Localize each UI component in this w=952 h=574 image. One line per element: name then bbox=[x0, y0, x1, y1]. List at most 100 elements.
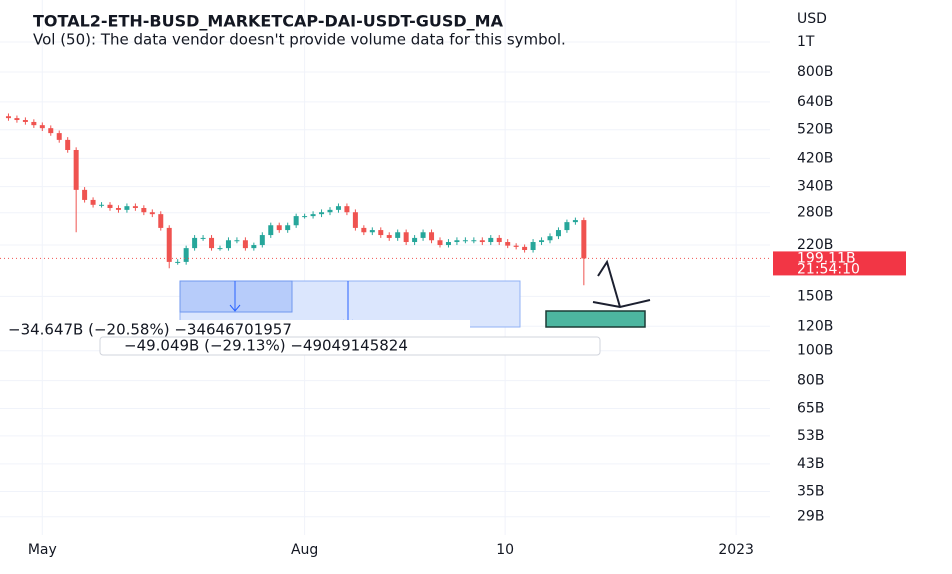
measure-label-bg bbox=[99, 336, 601, 356]
candle-body bbox=[39, 125, 45, 129]
candle-body bbox=[361, 227, 367, 233]
target-box bbox=[545, 310, 646, 328]
candle-body bbox=[276, 225, 282, 231]
candle-body bbox=[166, 227, 172, 262]
candle-body bbox=[259, 235, 265, 246]
candle-body bbox=[293, 216, 299, 226]
measure-label: −34.647B (−20.58%) −34646701957 bbox=[8, 321, 292, 339]
candle-body bbox=[369, 230, 375, 233]
candle-body bbox=[564, 222, 570, 231]
grid bbox=[0, 0, 770, 535]
candle-body bbox=[539, 240, 545, 243]
candle-body bbox=[107, 204, 113, 209]
candle-body bbox=[90, 199, 96, 205]
candle-body bbox=[479, 240, 485, 243]
candle-body bbox=[522, 246, 528, 251]
candle-body bbox=[471, 240, 477, 242]
y-tick-label: 100B bbox=[797, 343, 833, 359]
y-tick-label: 43B bbox=[797, 456, 824, 472]
candle-body bbox=[225, 240, 231, 249]
y-tick-label: 150B bbox=[797, 288, 833, 304]
measure-box bbox=[179, 280, 293, 313]
chart-subtitle: Vol (50): The data vendor doesn't provid… bbox=[33, 31, 566, 49]
y-tick-label: 1T bbox=[797, 34, 815, 50]
candle-body bbox=[302, 216, 308, 218]
candle-body bbox=[158, 214, 164, 228]
candle-body bbox=[200, 237, 206, 239]
candle-body bbox=[22, 120, 28, 122]
candle-body bbox=[183, 248, 189, 262]
candle-body bbox=[395, 232, 401, 238]
price-label: 199.11B bbox=[797, 250, 856, 266]
candle-body bbox=[242, 240, 248, 249]
candle-body bbox=[496, 237, 502, 243]
y-tick-label: 29B bbox=[797, 509, 824, 525]
candle-body bbox=[547, 236, 553, 241]
candle-body bbox=[48, 128, 54, 134]
candle-body bbox=[82, 189, 88, 200]
candle-body bbox=[429, 232, 435, 241]
measure-arrow bbox=[229, 304, 241, 312]
candle-body bbox=[268, 225, 274, 236]
candle-body bbox=[386, 235, 392, 238]
candle-body bbox=[403, 232, 409, 243]
candle-body bbox=[285, 225, 291, 231]
candle-body bbox=[445, 242, 451, 246]
y-tick-label: 640B bbox=[797, 94, 833, 110]
candle-body bbox=[555, 230, 561, 237]
y-tick-label: 120B bbox=[797, 318, 833, 334]
y-tick-label: 280B bbox=[797, 205, 833, 221]
candle-body bbox=[115, 208, 121, 210]
y-tick-label: 35B bbox=[797, 483, 824, 499]
y-tick-label: 420B bbox=[797, 150, 833, 166]
candle-body bbox=[217, 248, 223, 250]
candle-body bbox=[462, 240, 468, 242]
x-tick-label: 2023 bbox=[718, 542, 754, 558]
x-tick-label: May bbox=[28, 542, 57, 558]
candle-body bbox=[31, 121, 37, 126]
candle-body bbox=[488, 237, 494, 243]
candle-body bbox=[454, 240, 460, 243]
candle-body bbox=[132, 206, 138, 209]
candle-body bbox=[124, 206, 130, 210]
candle-body bbox=[192, 237, 198, 249]
candle-body bbox=[251, 245, 257, 249]
y-tick-label: 53B bbox=[797, 428, 824, 444]
candle-body bbox=[335, 206, 341, 210]
y-tick-label: 65B bbox=[797, 400, 824, 416]
candle-body bbox=[378, 230, 384, 236]
candle-body bbox=[149, 212, 155, 215]
candle-body bbox=[530, 242, 536, 251]
measure-label-bg bbox=[0, 320, 470, 338]
candle-body bbox=[5, 116, 11, 119]
candle-body bbox=[352, 212, 358, 228]
y-tick-label: 80B bbox=[797, 373, 824, 389]
candle-body bbox=[319, 212, 325, 215]
measure-label: −49.049B (−29.13%) −49049145824 bbox=[124, 337, 408, 355]
candle-body bbox=[344, 206, 350, 213]
currency-label: USD bbox=[797, 11, 827, 27]
y-tick-label: 520B bbox=[797, 122, 833, 138]
candle-body bbox=[141, 208, 147, 213]
candle-body bbox=[209, 237, 215, 249]
candle-body bbox=[412, 237, 418, 243]
candle-body bbox=[73, 149, 79, 190]
drawn-arrow bbox=[592, 259, 651, 309]
candle-body bbox=[310, 214, 316, 217]
measure-tool: −34.647B (−20.58%) −34646701957 −49.049B… bbox=[0, 280, 601, 356]
chart-title: TOTAL2-ETH-BUSD_MARKETCAP-DAI-USDT-GUSD_… bbox=[33, 12, 504, 31]
y-tick-label: 220B bbox=[797, 237, 833, 253]
candle-body bbox=[327, 209, 333, 213]
candle-body bbox=[505, 242, 511, 246]
candle-body bbox=[56, 133, 62, 140]
candle-body bbox=[65, 139, 71, 150]
candle-body bbox=[581, 220, 587, 259]
candles bbox=[5, 113, 587, 286]
y-tick-label: 340B bbox=[797, 179, 833, 195]
price-label-bg bbox=[773, 251, 906, 276]
candle-body bbox=[234, 240, 240, 242]
candle-body bbox=[175, 261, 181, 263]
x-tick-label: Aug bbox=[291, 542, 318, 558]
candle-body bbox=[99, 204, 105, 206]
